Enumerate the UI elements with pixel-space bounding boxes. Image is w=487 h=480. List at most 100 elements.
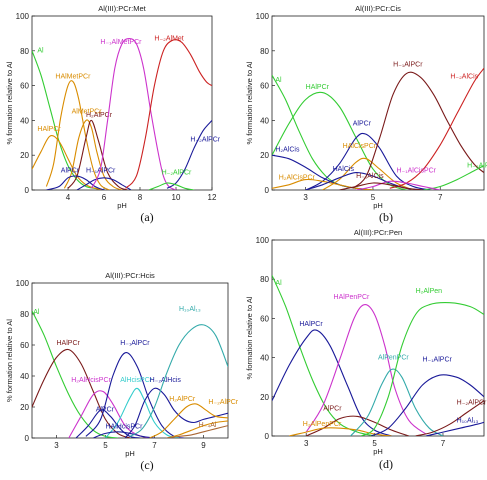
y-tick-label: 40: [20, 372, 29, 381]
series-label: AlPCr: [61, 168, 80, 175]
y-tick-label: 0: [265, 432, 270, 441]
series-label: H₁₀Al₁₃: [179, 306, 201, 313]
y-tick-label: 100: [16, 279, 30, 288]
x-tick-label: 3: [303, 193, 308, 202]
series-line: [415, 400, 484, 436]
y-tick-label: 80: [20, 47, 29, 56]
y-tick-label: 60: [20, 341, 29, 350]
series-label: H₋₂AlPCr: [467, 162, 487, 169]
series-label: AlPCr: [353, 121, 372, 128]
x-tick-label: 7: [152, 441, 157, 450]
panel-caption: (a): [140, 210, 153, 224]
chart-title: Al(III):PCr:Met: [98, 4, 146, 13]
series-label: H₂AlPenPCr: [303, 421, 342, 428]
chart-panel: Al(III):PCr:Hcis 0 20 40 60 80 100 3 5 7 9 pH % form…: [5, 271, 239, 472]
series-label: AlPCr: [96, 407, 115, 414]
series-label: H₂AlPen: [416, 288, 443, 295]
series-line: [32, 348, 131, 438]
x-tick-label: 12: [208, 193, 217, 202]
x-axis-label: pH: [373, 201, 383, 210]
x-tick-label: 6: [102, 193, 107, 202]
series-label: H₂AlHcisPCr: [71, 377, 111, 384]
y-tick-label: 40: [260, 116, 269, 125]
series-label: HAlPCr: [299, 321, 323, 328]
y-axis-label: % formation relative to Al: [5, 319, 14, 402]
series-label: AlMetPCr: [72, 108, 103, 115]
series-line: [322, 157, 414, 190]
chart-title: Al(III):PCr:Pen: [354, 228, 402, 237]
series-label: Al: [275, 77, 282, 84]
series-label: H₋₂AlPCr: [190, 136, 220, 143]
series-label: H₂AlCis: [275, 147, 300, 154]
y-tick-label: 60: [260, 82, 269, 91]
series-label: HAlPCr: [37, 126, 61, 133]
series-line: [105, 387, 180, 438]
series-line: [425, 421, 484, 436]
series-line: [129, 324, 228, 437]
y-tick-label: 80: [260, 275, 269, 284]
series-label: H₋₁AlPCr: [86, 168, 116, 175]
x-tick-label: 9: [201, 441, 206, 450]
series-label: HAlPCr: [306, 84, 330, 91]
x-tick-label: 4: [66, 193, 71, 202]
x-tick-label: 7: [441, 439, 446, 448]
series-line: [67, 119, 128, 190]
panel-caption: (b): [379, 210, 393, 224]
series-line: [63, 119, 123, 190]
y-tick-label: 40: [20, 116, 29, 125]
series-label: HAlCis: [333, 166, 355, 173]
series-line: [305, 304, 427, 435]
series-line: [149, 403, 228, 438]
series-label: H₋₁AlMetPCr: [100, 39, 142, 46]
series-label: HAlCisPCr: [343, 143, 377, 150]
plot-frame: [31, 282, 229, 439]
series-label: H₋₂AlCis: [450, 74, 478, 81]
plot-frame: [271, 239, 485, 437]
series-label: H₂AlPCr: [86, 112, 113, 119]
series-line: [85, 352, 185, 438]
series-line: [46, 175, 105, 190]
series-label: H₋₂AlPCr: [457, 400, 487, 407]
series-line: [166, 425, 228, 438]
series-label: AlPenPCr: [378, 355, 409, 362]
series-label: H₋₄Al: [199, 422, 217, 429]
series-line: [76, 177, 132, 190]
series-label: Al: [37, 48, 44, 55]
series-line: [423, 165, 484, 190]
chart-title: Al(III):PCr:Cis: [355, 4, 401, 13]
series-label: H₋₁AlCis: [356, 173, 384, 180]
series-label: H₋₁AlPCr: [422, 357, 452, 364]
y-tick-label: 20: [20, 403, 29, 412]
x-axis-label: pH: [117, 201, 127, 210]
series-label: AlPCr: [323, 406, 342, 413]
series-label: HAlPenPCr: [334, 294, 370, 301]
series-label: H₋₂AlHcis: [150, 377, 182, 384]
chart-panel: Al(III):PCr:Cis 0 20 40 60 80 100 3 5 7 pH % format…: [245, 4, 487, 224]
y-tick-label: 0: [25, 186, 30, 195]
series-label: H₋₁AlCisPCr: [397, 168, 437, 175]
y-tick-label: 80: [20, 310, 29, 319]
series-label: H₋₁AlPCr: [120, 340, 150, 347]
y-tick-label: 100: [256, 12, 270, 21]
series-line: [272, 329, 392, 436]
series-label: AlHcisPCr: [120, 377, 153, 384]
y-tick-label: 20: [260, 151, 269, 160]
panel-caption: (d): [379, 457, 393, 471]
series-label: HAlHcisPCr: [106, 424, 144, 431]
y-tick-label: 60: [260, 314, 269, 323]
series-label: H₋₁AlPCr: [393, 61, 423, 68]
x-tick-label: 7: [438, 193, 443, 202]
y-tick-label: 40: [260, 354, 269, 363]
y-tick-label: 20: [20, 151, 29, 160]
series-line: [272, 275, 375, 436]
series-line: [90, 38, 177, 190]
x-tick-label: 5: [372, 439, 377, 448]
y-tick-label: 0: [25, 434, 30, 443]
series-label: H₋₂AlPCr: [208, 399, 238, 406]
series-label: Al: [275, 280, 282, 287]
series-line: [32, 310, 118, 438]
plot-frame: [271, 15, 485, 191]
series-line: [166, 120, 212, 189]
x-tick-label: 5: [103, 441, 108, 450]
series-line: [360, 302, 484, 436]
